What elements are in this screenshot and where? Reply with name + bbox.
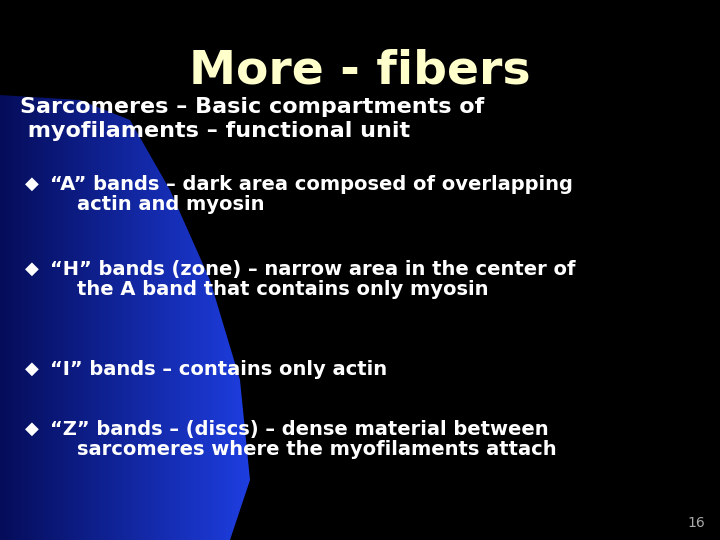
Text: ◆: ◆ [25, 420, 39, 438]
Polygon shape [0, 0, 720, 95]
Text: the A band that contains only myosin: the A band that contains only myosin [50, 280, 488, 299]
Polygon shape [0, 0, 260, 540]
Text: ◆: ◆ [25, 175, 39, 193]
Text: ◆: ◆ [25, 260, 39, 278]
Text: “H” bands (zone) – narrow area in the center of: “H” bands (zone) – narrow area in the ce… [50, 260, 575, 279]
Text: More - fibers: More - fibers [189, 48, 531, 93]
Text: “A” bands – dark area composed of overlapping: “A” bands – dark area composed of overla… [50, 175, 573, 194]
Text: actin and myosin: actin and myosin [50, 195, 264, 214]
Text: ◆: ◆ [25, 360, 39, 378]
Text: “Z” bands – (discs) – dense material between: “Z” bands – (discs) – dense material bet… [50, 420, 549, 439]
Text: sarcomeres where the myofilaments attach: sarcomeres where the myofilaments attach [50, 440, 557, 459]
Text: Sarcomeres – Basic compartments of: Sarcomeres – Basic compartments of [20, 97, 485, 117]
Text: 16: 16 [688, 516, 705, 530]
Text: myofilaments – functional unit: myofilaments – functional unit [20, 121, 410, 141]
Text: “I” bands – contains only actin: “I” bands – contains only actin [50, 360, 387, 379]
